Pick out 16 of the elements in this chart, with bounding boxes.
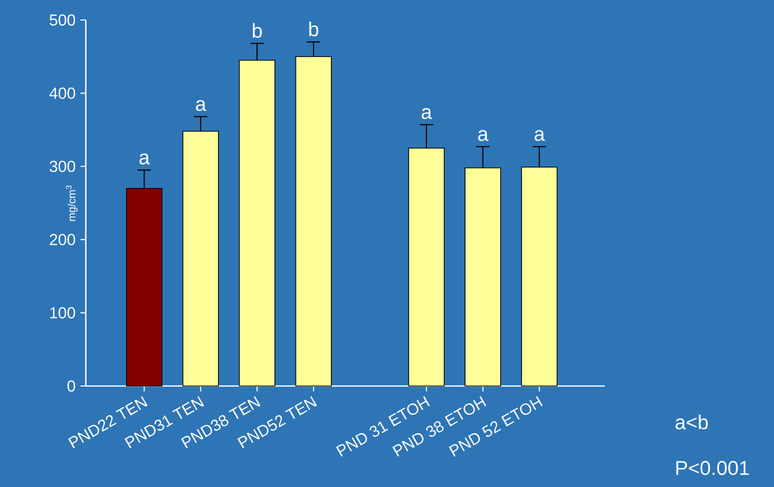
text: a<b: [676, 414, 708, 430]
data-label: a: [478, 130, 488, 142]
data-label: b: [309, 22, 318, 36]
y-tick-label: 0: [67, 380, 76, 392]
y-tick-label: 400: [49, 88, 76, 99]
y-tick-label: 200: [50, 234, 76, 246]
y-axis-title: mg/cm$^{3}$: [66, 185, 78, 221]
data-label: a: [196, 100, 206, 112]
data-label: a: [422, 108, 432, 120]
data-label: b: [252, 23, 262, 38]
data-label: a: [534, 130, 545, 142]
y-tick-label: 300: [50, 160, 76, 172]
data-label: a: [140, 154, 150, 164]
text: P<0.001: [676, 460, 749, 476]
y-tick-label: 500: [50, 14, 76, 26]
y-tick-label: 100: [50, 307, 76, 318]
